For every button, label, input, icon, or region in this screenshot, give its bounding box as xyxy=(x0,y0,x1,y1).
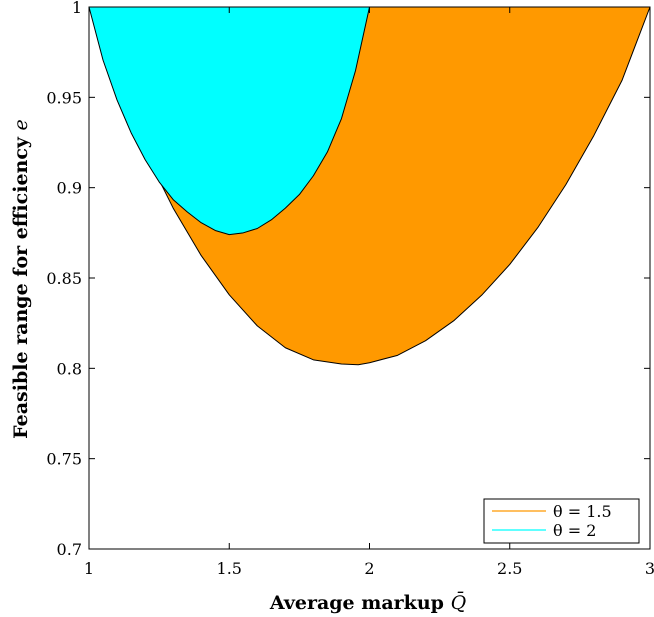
y-tick-label: 0.8 xyxy=(57,359,82,378)
y-tick-label: 0.85 xyxy=(46,269,82,288)
x-tick-label: 2 xyxy=(364,559,374,578)
y-tick-label: 0.75 xyxy=(46,450,82,469)
plot-areas xyxy=(88,6,651,366)
legend-label-theta-1-5: θ = 1.5 xyxy=(553,502,612,521)
y-tick-label: 0.9 xyxy=(57,179,82,198)
y-axis-label: Feasible range for efficiency e xyxy=(10,119,32,439)
x-tick-label: 1.5 xyxy=(217,559,242,578)
legend-box xyxy=(483,498,640,544)
legend-label-theta-2: θ = 2 xyxy=(553,521,596,540)
y-tick-label: 1 xyxy=(72,0,82,17)
y-tick-label: 0.95 xyxy=(46,88,82,107)
x-tick-label: 3 xyxy=(645,559,654,578)
x-axis-label: Average markup Q̄ xyxy=(269,591,466,614)
x-axis-ticks: 1 1.5 2 2.5 3 xyxy=(84,7,654,578)
y-tick-label: 0.7 xyxy=(57,540,82,559)
legend: θ = 1.5 θ = 2 xyxy=(483,498,640,544)
x-tick-label: 2.5 xyxy=(497,559,522,578)
area-series-1 xyxy=(88,6,370,236)
x-tick-label: 1 xyxy=(84,559,94,578)
y-axis-ticks: 0.7 0.75 0.8 0.85 0.9 0.95 1 xyxy=(46,0,650,559)
